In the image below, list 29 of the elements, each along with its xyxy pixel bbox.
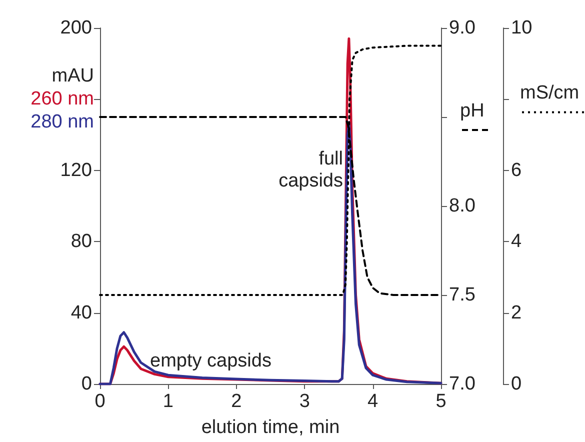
y3-tick-label: 4 [511,231,522,252]
x-tick-label: 4 [368,391,379,412]
y3-tick-label: 6 [511,160,522,181]
y2-tick-label: 8.0 [449,196,476,216]
x-tick-label: 2 [231,391,242,412]
x-tick-label: 1 [162,391,174,412]
y3-axis-title: mS/cm [520,82,580,104]
y2-axis-title: pH [460,100,484,122]
x-tick-label: 0 [94,391,106,412]
y-tick-label: 80 [70,231,92,252]
y-tick-label: 40 [70,302,92,324]
line-series [99,44,442,296]
y3-tick-label: 2 [511,302,522,324]
y2-tick-label: 9.0 [449,18,476,38]
x-tick-label: 5 [436,391,446,412]
x-axis-title: elution time, min [201,417,340,438]
y-axis-title: mAU [52,66,94,86]
y3-tick-label: 0 [511,374,522,394]
text: 260 nm [30,88,94,110]
y3-tick-label: 10 [511,18,532,38]
y-tick-label: 200 [60,18,92,38]
y2-tick-label: 7.0 [449,374,476,394]
annotation: full capsids [278,148,343,192]
y-tick-label: 120 [60,160,92,181]
text: 280 nm [30,112,94,132]
y-tick-label: 0 [81,374,92,394]
y2-tick-label: 7.5 [449,284,476,306]
x-tick-label: 3 [299,391,310,412]
annotation: empty capsids [150,350,272,372]
